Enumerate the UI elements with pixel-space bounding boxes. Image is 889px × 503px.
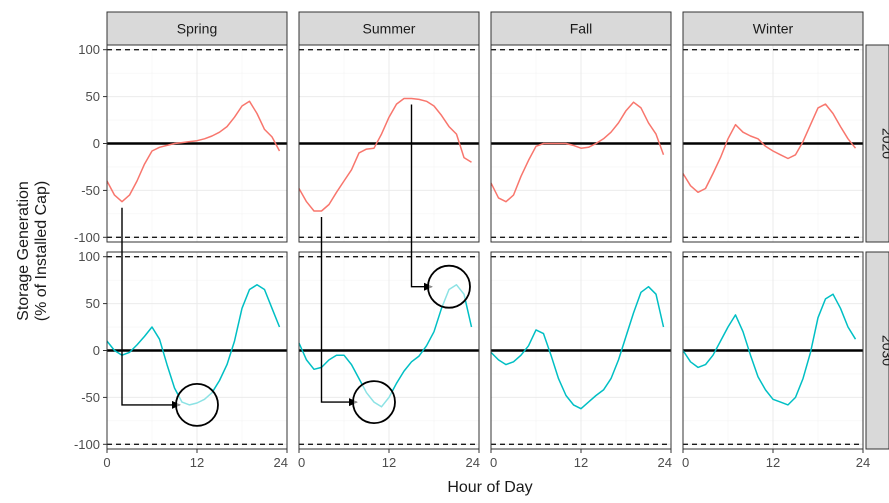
facet-strip-label-fall: Fall [570,21,593,37]
panel-spring-2020 [106,44,288,243]
series-line-winter-2030 [682,293,857,406]
y-tick-label: 0 [93,136,100,151]
x-tick-label: 0 [490,455,497,470]
x-tick-label: 0 [103,455,110,470]
x-tick-label: 12 [766,455,780,470]
panel-border [298,44,480,243]
highlight-circle [175,383,219,427]
x-tick-label: 24 [856,455,870,470]
y-axis-title: Storage Generation (% of Installed Cap) [15,181,50,322]
highlight-circle [352,380,396,424]
panel-border [682,44,864,243]
annotation-layer [121,104,471,427]
x-tick-label: 24 [658,455,672,470]
panel-winter-2030 [682,251,864,450]
facet-strip-label-spring: Spring [177,21,217,37]
y-tick-label: -100 [74,230,100,245]
facet-strip-winter [682,11,864,46]
x-tick-label: 12 [382,455,396,470]
series-line-spring-2020 [106,100,281,203]
panel-winter-2020 [682,44,864,243]
y-axis-title-line-2: (% of Installed Cap) [33,181,50,322]
facet-strip-label-summer: Summer [363,21,416,37]
y-tick-label: 100 [78,249,100,264]
series-line-fall-2030 [490,285,665,410]
y-tick-label: 100 [78,42,100,57]
panel-border [490,44,672,243]
x-tick-label: 24 [274,455,288,470]
y-tick-label: -50 [81,390,100,405]
x-tick-label: 0 [298,455,305,470]
y-axis-title-line-1: Storage Generation [15,181,32,321]
facet-strip-label-winter: Winter [753,21,794,37]
x-tick-label: 0 [682,455,689,470]
series-line-summer-2020 [298,97,472,212]
y-tick-label: -100 [74,437,100,452]
facet-strip-2020 [865,44,889,243]
highlight-circle [427,264,471,309]
annotation-arrow [320,217,358,407]
facet-strip-label-2030: 2030 [880,335,889,366]
panel-fall-2020 [490,44,672,243]
annotation-arrow [410,104,433,291]
facet-strip-label-2020: 2020 [880,128,889,159]
y-tick-label: 0 [93,343,100,358]
facet-strip-spring [106,11,288,46]
x-axis-title: Hour of Day [447,479,532,496]
facet-strip-fall [490,11,672,46]
y-tick-label: 50 [86,296,100,311]
series-line-fall-2020 [490,101,665,203]
x-tick-label: 12 [574,455,588,470]
facet-strip-2030 [865,251,889,450]
panel-summer-2020 [298,44,480,243]
series-line-winter-2020 [682,103,857,194]
x-tick-label: 24 [466,455,480,470]
annotation-arrow [121,207,181,409]
panel-fall-2030 [490,251,672,450]
x-tick-label: 12 [190,455,204,470]
y-tick-label: 50 [86,89,100,104]
facet-panels: Spring Summer Fall Winter 2020 2030 -100 -50 0 50… [74,11,889,470]
y-tick-label: -50 [81,183,100,198]
